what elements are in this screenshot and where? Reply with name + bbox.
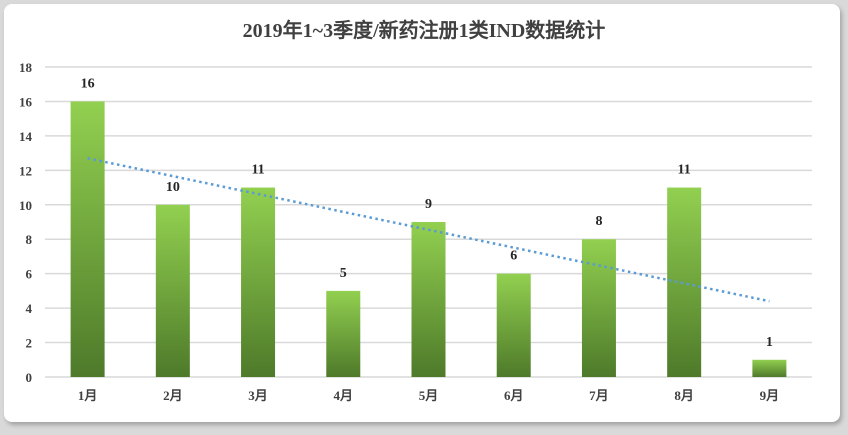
bar bbox=[241, 187, 276, 377]
trendline-path bbox=[87, 157, 770, 303]
chart-title: 2019年1~3季度/新药注册1类IND数据统计 bbox=[242, 20, 606, 42]
bar bbox=[496, 273, 531, 377]
x-tick-label: 8月 bbox=[674, 388, 694, 403]
data-label: 5 bbox=[340, 266, 347, 281]
y-tick-label: 16 bbox=[19, 94, 33, 109]
bar bbox=[752, 359, 787, 377]
bar bbox=[326, 290, 361, 377]
y-tick-label: 2 bbox=[26, 336, 33, 351]
bar bbox=[581, 239, 616, 377]
x-tick-label: 2月 bbox=[163, 388, 183, 403]
data-label: 9 bbox=[425, 197, 432, 212]
x-tick-label: 5月 bbox=[419, 388, 439, 403]
y-tick-label: 4 bbox=[26, 301, 33, 316]
data-label: 10 bbox=[166, 180, 180, 195]
trendline bbox=[87, 157, 770, 303]
data-label: 8 bbox=[595, 214, 602, 229]
y-axis: 0 2 4 6 8 10 12 14 16 18 bbox=[19, 60, 33, 385]
y-tick-label: 12 bbox=[19, 163, 32, 178]
y-tick-label: 0 bbox=[26, 370, 33, 385]
bar bbox=[155, 204, 190, 377]
y-tick-label: 10 bbox=[19, 198, 32, 213]
bar bbox=[667, 187, 702, 377]
x-tick-label: 9月 bbox=[760, 388, 780, 403]
bar bbox=[411, 222, 446, 377]
data-label: 11 bbox=[678, 163, 691, 178]
data-label: 1 bbox=[766, 335, 773, 350]
y-tick-label: 8 bbox=[26, 232, 33, 247]
x-tick-label: 6月 bbox=[504, 388, 524, 403]
data-label: 6 bbox=[510, 249, 517, 264]
y-tick-label: 18 bbox=[19, 60, 33, 75]
x-tick-label: 3月 bbox=[248, 388, 268, 403]
y-tick-label: 14 bbox=[19, 129, 33, 144]
y-tick-label: 6 bbox=[26, 267, 33, 282]
data-label: 16 bbox=[81, 76, 95, 91]
x-tick-label: 1月 bbox=[78, 388, 98, 403]
bar bbox=[70, 101, 105, 377]
data-label: 11 bbox=[251, 163, 264, 178]
x-axis: 1月 2月 3月 4月 5月 6月 7月 8月 9月 bbox=[78, 388, 779, 403]
x-tick-label: 7月 bbox=[589, 388, 609, 403]
x-tick-label: 4月 bbox=[334, 388, 354, 403]
